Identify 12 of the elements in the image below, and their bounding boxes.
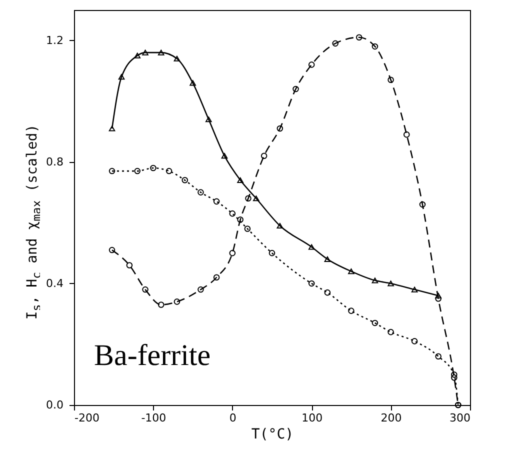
annotation: Ba-ferrite [94,339,211,372]
y-tick-label: 0.0 [46,398,64,412]
x-tick-label: -100 [141,412,166,424]
x-tick-label: -200 [74,412,100,424]
x-axis-title: T(°C) [251,426,294,442]
x-tick-label: 200 [380,412,402,424]
y-tick-label: 0.4 [46,276,64,290]
y-tick-label: 1.2 [46,34,64,47]
x-tick-label: 300 [450,412,470,424]
x-tick-label: 100 [302,412,323,424]
x-tick-label: 0 [229,412,236,424]
y-tick-label: 0.8 [46,155,64,168]
